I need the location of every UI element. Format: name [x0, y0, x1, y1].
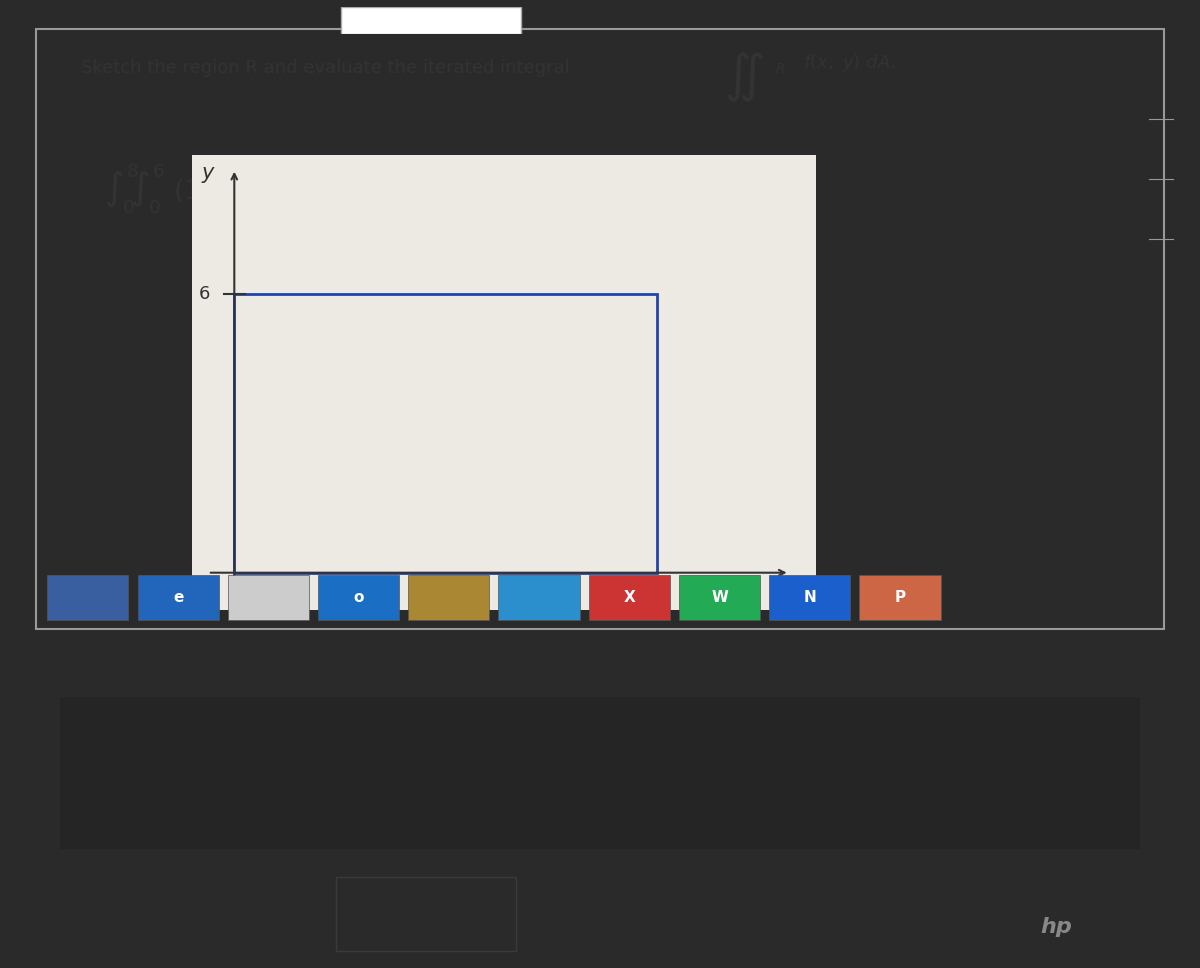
Bar	[408, 575, 490, 620]
Text: X: X	[624, 590, 635, 605]
Text: o: o	[354, 590, 364, 605]
Bar	[318, 575, 400, 620]
Text: N: N	[804, 590, 816, 605]
Text: hp: hp	[1040, 918, 1072, 937]
Text: $\int_0^8\!\!\int_0^6\ (1 + 2x + 2y)\ dy\ dx$: $\int_0^8\!\!\int_0^6\ (1 + 2x + 2y)\ dy…	[103, 161, 424, 215]
Text: Sketch the region R and evaluate the iterated integral: Sketch the region R and evaluate the ite…	[82, 59, 570, 77]
Text: $f(x,\ y)\ dA.$: $f(x,\ y)\ dA.$	[803, 52, 895, 74]
Bar	[336, 877, 516, 951]
Text: W: W	[712, 590, 728, 605]
Bar	[859, 575, 941, 620]
Text: 6: 6	[199, 286, 210, 303]
Bar	[47, 575, 128, 620]
Bar	[498, 575, 580, 620]
Text: $\int\!\!\int$: $\int\!\!\int$	[724, 50, 764, 104]
Bar	[138, 575, 218, 620]
Text: $R$: $R$	[775, 62, 785, 76]
Text: P: P	[894, 590, 906, 605]
Bar	[234, 294, 658, 573]
Bar	[589, 575, 670, 620]
Bar	[679, 575, 760, 620]
Bar	[341, 7, 521, 34]
Bar	[60, 697, 1140, 850]
Text: y: y	[202, 164, 214, 184]
Text: e: e	[173, 590, 184, 605]
Bar	[228, 575, 308, 620]
Bar	[769, 575, 851, 620]
